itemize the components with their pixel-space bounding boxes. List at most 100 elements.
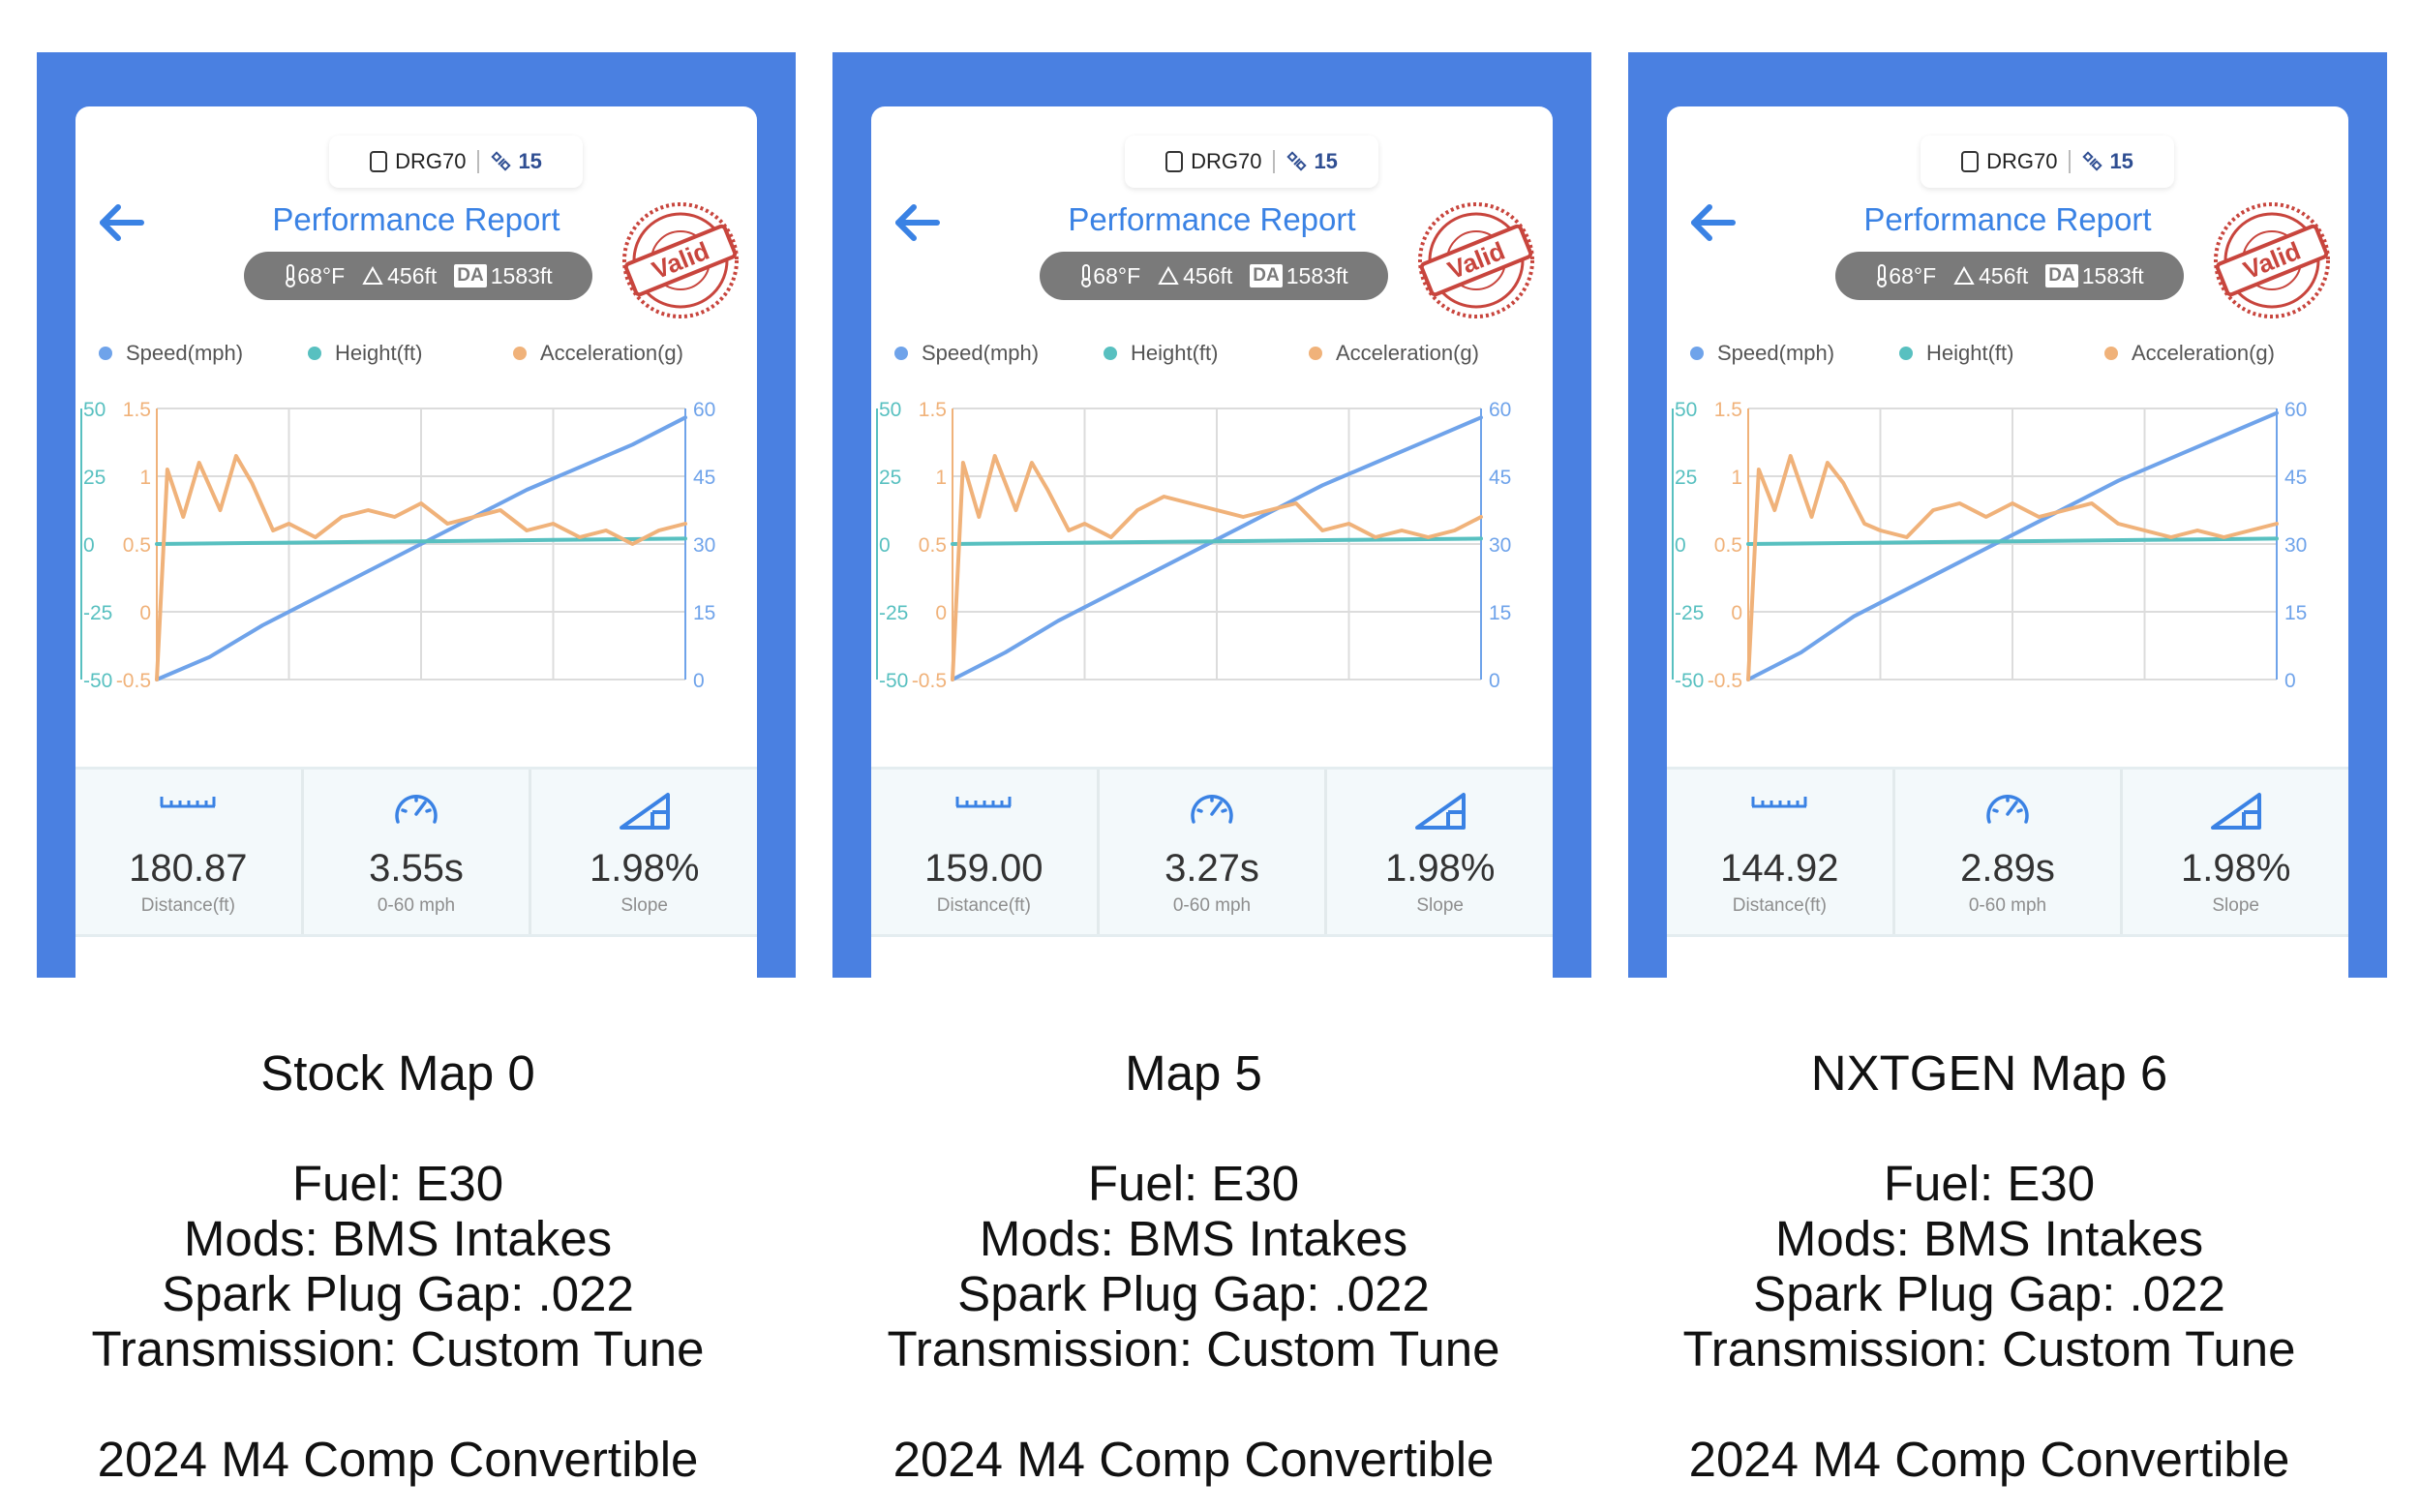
legend-height: Height(ft)	[1104, 341, 1218, 366]
map-name: Stock Map 0	[260, 1045, 535, 1101]
device-icon	[1961, 151, 1980, 172]
series-line-acceleration	[1746, 454, 2279, 681]
slope-icon	[2210, 793, 2261, 830]
tick-label-speed: 45	[693, 467, 715, 489]
car-line: 2024 M4 Comp Convertible	[97, 1432, 699, 1487]
speedometer-icon	[395, 795, 438, 824]
performance-chart: 50 25 0 -25 -50 1.5 1 0.5 0 -0.5 60 45 30 15 0	[876, 399, 1511, 692]
conditions-pill: 68°F 456ft DA 1583ft	[1835, 252, 2184, 300]
run-caption: NXTGEN Map 6 Fuel: E30 Mods: BMS Intakes…	[1591, 1045, 2387, 1487]
device-status-pill[interactable]: DRG70 15	[329, 136, 583, 188]
tick-label-height: 0	[1675, 534, 1686, 557]
transmission-line: Transmission: Custom Tune	[91, 1321, 705, 1376]
legend-acceleration: Acceleration(g)	[1309, 341, 1479, 366]
car-line: 2024 M4 Comp Convertible	[892, 1432, 1495, 1487]
valid-stamp-icon: Valid	[2214, 202, 2330, 318]
stat-label: Distance(ft)	[936, 895, 1031, 916]
da-badge: DA	[1250, 264, 1283, 287]
legend-dot	[2104, 347, 2118, 360]
stat-distance: 159.00 Distance(ft)	[871, 770, 1100, 934]
spark-line: Spark Plug Gap: .022	[957, 1266, 1430, 1321]
fuel-line: Fuel: E30	[1087, 1156, 1300, 1211]
density-altitude: DA 1583ft	[2045, 263, 2144, 289]
density-altitude: DA 1583ft	[1250, 263, 1348, 289]
legend-dot	[1104, 347, 1117, 360]
stat-label: Slope	[1416, 895, 1464, 916]
da-badge: DA	[2045, 264, 2078, 287]
report-card: DRG70 15 Performance Report Valid	[871, 106, 1553, 978]
tick-label-acceleration: 0.5	[919, 534, 947, 557]
legend-height: Height(ft)	[1899, 341, 2013, 366]
phone-screen: DRG70 15 Performance Report Valid	[1628, 52, 2387, 978]
series-line-speed	[155, 415, 687, 681]
report-panel-2: DRG70 15 Performance Report Valid	[1591, 0, 2387, 1512]
device-status-pill[interactable]: DRG70 15	[1125, 136, 1378, 188]
stat-distance: 144.92 Distance(ft)	[1667, 770, 1895, 934]
device-icon	[1165, 151, 1184, 172]
speedometer-icon	[1191, 795, 1233, 824]
stat-zero-sixty: 3.27s 0-60 mph	[1100, 770, 1328, 934]
series-line-acceleration	[951, 454, 1483, 681]
da-badge: DA	[454, 264, 487, 287]
tick-label-height: -25	[83, 602, 112, 624]
tick-label-speed: 30	[2284, 534, 2307, 557]
stat-label: 0-60 mph	[1968, 895, 2047, 916]
device-status-pill[interactable]: DRG70 15	[1921, 136, 2174, 188]
legend-speed: Speed(mph)	[1690, 341, 1834, 366]
phone-screen: DRG70 15 Performance Report Valid	[37, 52, 796, 978]
back-arrow-icon[interactable]	[95, 197, 149, 248]
spark-line: Spark Plug Gap: .022	[1753, 1266, 2225, 1321]
stat-label: Distance(ft)	[1732, 895, 1827, 916]
altitude: 456ft	[1158, 263, 1232, 289]
thermometer-icon	[1081, 264, 1092, 287]
tick-label-speed: 60	[2284, 399, 2307, 421]
series-line-speed	[1746, 410, 2279, 681]
slope-icon	[619, 793, 670, 830]
tick-label-acceleration: -0.5	[116, 670, 151, 692]
legend-acceleration: Acceleration(g)	[513, 341, 683, 366]
stat-value: 1.98%	[2180, 847, 2291, 890]
valid-stamp-icon: Valid	[1418, 202, 1534, 318]
tick-label-height: 0	[879, 534, 891, 557]
tick-label-height: 50	[879, 399, 901, 421]
legend-dot	[513, 347, 527, 360]
temperature: 68°F	[284, 263, 345, 289]
stats-row: 180.87 Distance(ft) 3.55s 0-60 mph 1.98%…	[76, 767, 757, 937]
back-arrow-icon[interactable]	[891, 197, 945, 248]
stat-value: 1.98%	[1384, 847, 1496, 890]
tick-label-speed: 15	[2284, 602, 2307, 624]
stat-value: 144.92	[1720, 847, 1839, 890]
satellite-icon	[1286, 151, 1308, 171]
tick-label-height: -50	[879, 670, 908, 692]
tick-label-speed: 30	[1489, 534, 1511, 557]
tick-label-height: 0	[83, 534, 95, 557]
legend-dot	[894, 347, 908, 360]
tick-label-height: 25	[879, 467, 901, 489]
fuel-line: Fuel: E30	[1883, 1156, 2096, 1211]
stat-label: 0-60 mph	[1172, 895, 1252, 916]
tick-label-speed: 45	[1489, 467, 1511, 489]
tick-label-speed: 60	[693, 399, 715, 421]
tick-label-speed: 45	[2284, 467, 2307, 489]
divider	[1273, 150, 1276, 173]
mods-line: Mods: BMS Intakes	[183, 1211, 613, 1266]
density-altitude: DA 1583ft	[454, 263, 553, 289]
legend-dot	[99, 347, 112, 360]
ruler-icon	[955, 797, 1012, 808]
satellite-count: 15	[1314, 149, 1338, 173]
legend-speed: Speed(mph)	[894, 341, 1039, 366]
back-arrow-icon[interactable]	[1686, 197, 1740, 248]
ruler-icon	[1751, 797, 1807, 808]
page-title: Performance Report	[1863, 201, 2152, 237]
tick-label-speed: 0	[2284, 670, 2296, 692]
tick-label-height: -25	[1675, 602, 1704, 624]
slope-icon	[1414, 793, 1466, 830]
stat-value: 159.00	[924, 847, 1044, 890]
divider	[477, 150, 480, 173]
spark-line: Spark Plug Gap: .022	[162, 1266, 634, 1321]
report-panel-1: DRG70 15 Performance Report Valid	[796, 0, 1591, 1512]
speedometer-icon	[1986, 795, 2029, 824]
stat-value: 3.55s	[369, 847, 464, 890]
chart-legend: Speed(mph) Height(ft) Acceleration(g)	[871, 341, 1553, 370]
legend-dot	[1309, 347, 1322, 360]
